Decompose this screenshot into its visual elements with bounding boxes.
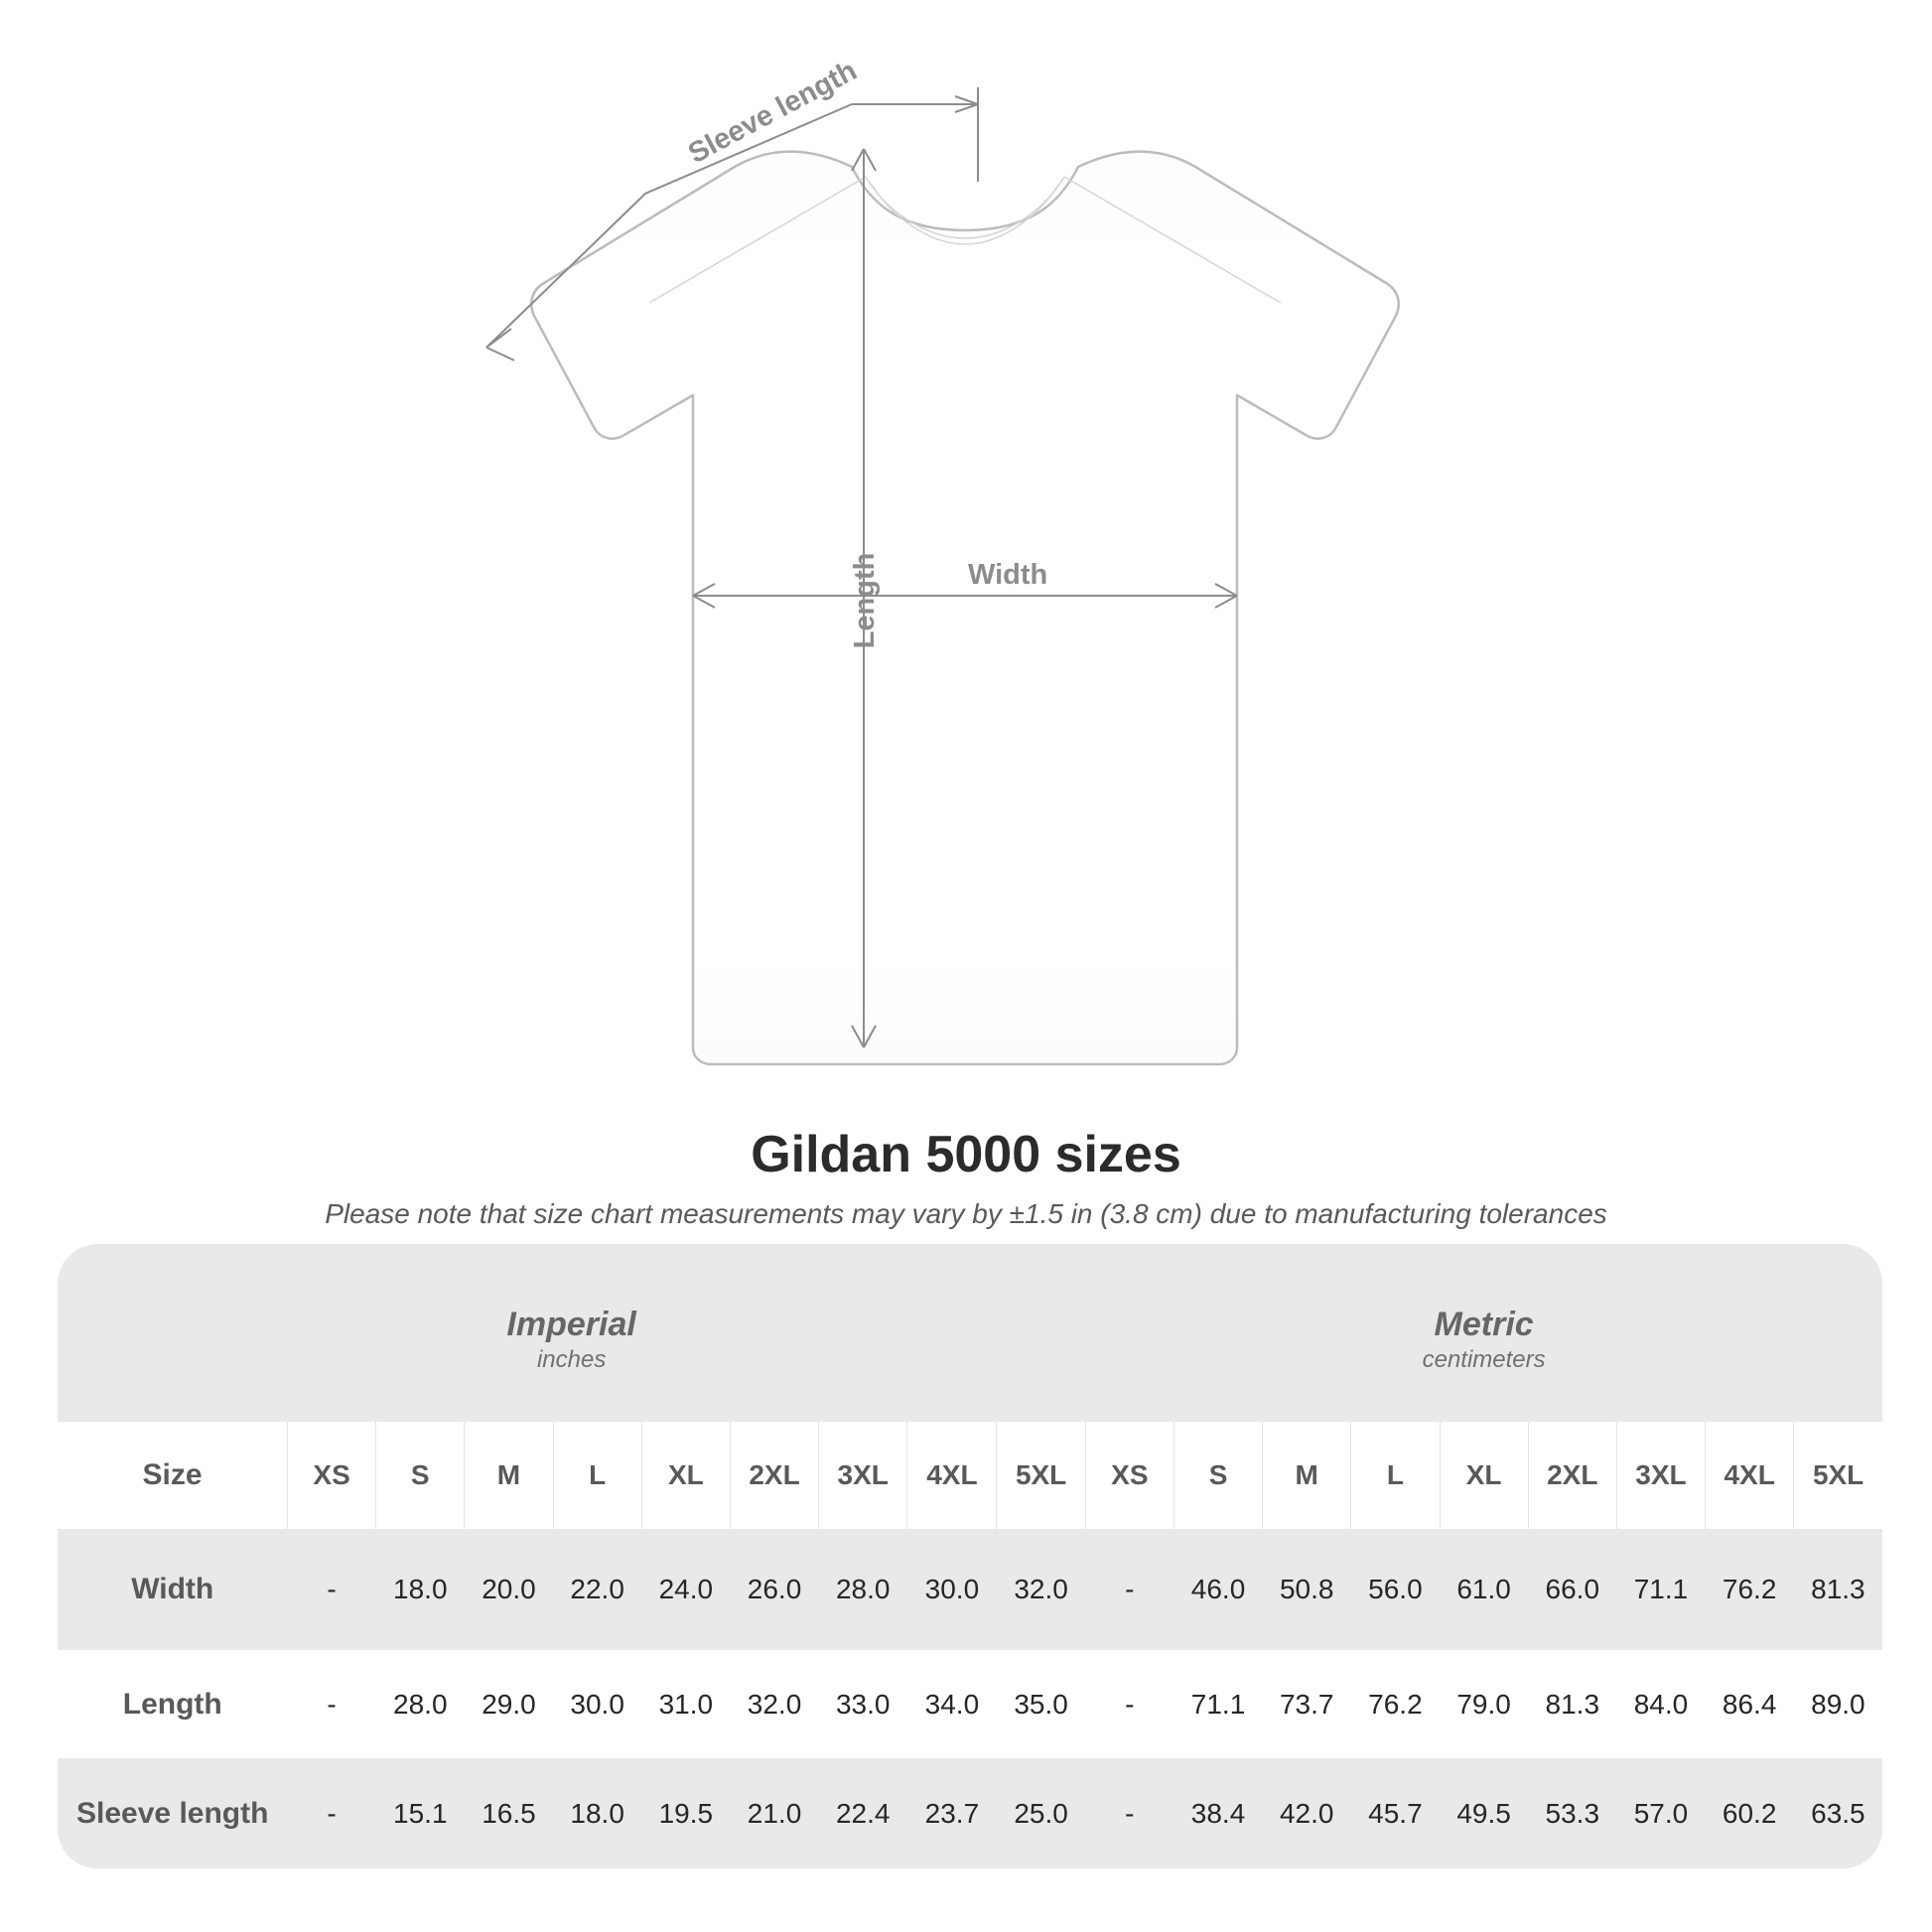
- svg-text:Length: Length: [849, 553, 881, 649]
- svg-text:Width: Width: [968, 559, 1047, 591]
